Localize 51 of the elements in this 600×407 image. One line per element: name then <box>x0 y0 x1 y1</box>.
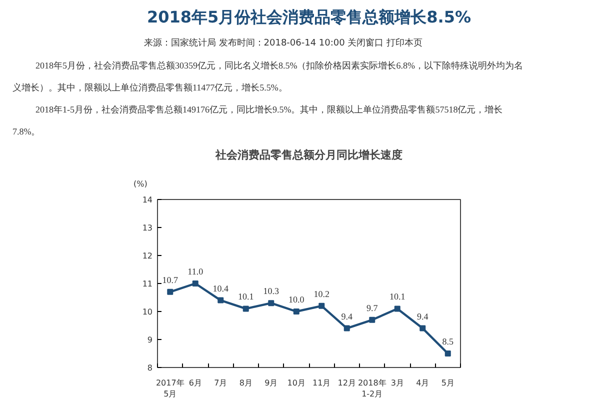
text: 7.8%。 <box>12 126 40 136</box>
x-tick-label: 8月 <box>239 378 252 388</box>
point <box>192 280 198 286</box>
text: 2018年5月份社会消费品零售总额增长8.5% <box>146 8 472 26</box>
y-tick-label: 9 <box>147 336 153 344</box>
x-tick-label: 6月 <box>188 378 202 388</box>
x-tick-label: 5月 <box>441 378 454 388</box>
point <box>268 300 274 306</box>
data-label: 10.7 <box>162 274 178 285</box>
data-label: 9.7 <box>366 302 378 313</box>
point <box>218 297 224 304</box>
point <box>242 306 249 312</box>
data-label: 9.4 <box>417 311 429 322</box>
y-tick-label: 11 <box>142 280 153 288</box>
data-label: 10.1 <box>390 292 406 302</box>
x-tick-label: 9月 <box>264 378 278 388</box>
data-label: 9.4 <box>341 311 353 322</box>
point <box>394 306 400 312</box>
x-tick-label: 11月 <box>312 378 331 388</box>
data-label: 8.5 <box>442 336 454 346</box>
data-label: 10.1 <box>238 292 254 302</box>
text: 2018年5月份，社会消费品零售总额30359亿元，同比名义增长8.5%（扣除价格因素实际增长6.8%，以下除特殊说明外均为名 <box>36 60 523 70</box>
point <box>167 288 174 295</box>
x-tick-label: 3月 <box>390 378 404 388</box>
text: 2018年1-5月份，社会消费品零售总额149176亿元，同比增长9.5%。其中，限额以上单位消费品零售额57518亿元，增长 <box>36 104 503 114</box>
text: 义增长）。其中，限额以上单位消费品零售额11477亿元，增长5.5%。 <box>12 82 288 92</box>
data-label: 11.0 <box>188 266 204 276</box>
x-tick-label: 2017年 5月 <box>156 378 184 398</box>
y-tick-label: 14 <box>142 196 153 204</box>
y-tick-label: 13 <box>142 224 153 232</box>
point <box>318 302 325 309</box>
y-tick-label: 8 <box>147 364 153 372</box>
x-tick-label: 10月 <box>287 378 306 388</box>
data-label: 10.4 <box>212 283 229 294</box>
point <box>369 316 376 323</box>
data-label: 10.2 <box>314 288 330 299</box>
point <box>344 325 350 332</box>
y-tick-label: 12 <box>142 252 153 260</box>
x-tick-label: 2018年 1-2月 <box>358 378 386 398</box>
y-axis-title: (%) <box>134 180 148 188</box>
data-label: 10.3 <box>263 286 280 296</box>
point <box>420 325 426 332</box>
x-tick-label: 4月 <box>416 378 430 388</box>
data-label: 10.0 <box>288 294 305 304</box>
x-tick-label: 7月 <box>214 378 228 388</box>
point <box>444 350 451 356</box>
x-tick-label: 12月 <box>338 378 356 388</box>
y-tick-label: 10 <box>142 308 153 316</box>
text: 来源：国家统计局 发布时间：2018-06-14 10:00 关闭窗口 打印本页 <box>144 38 423 48</box>
point <box>293 308 300 314</box>
chart-title: 社会消费品零售总额分月同比增长速度 <box>214 148 402 162</box>
